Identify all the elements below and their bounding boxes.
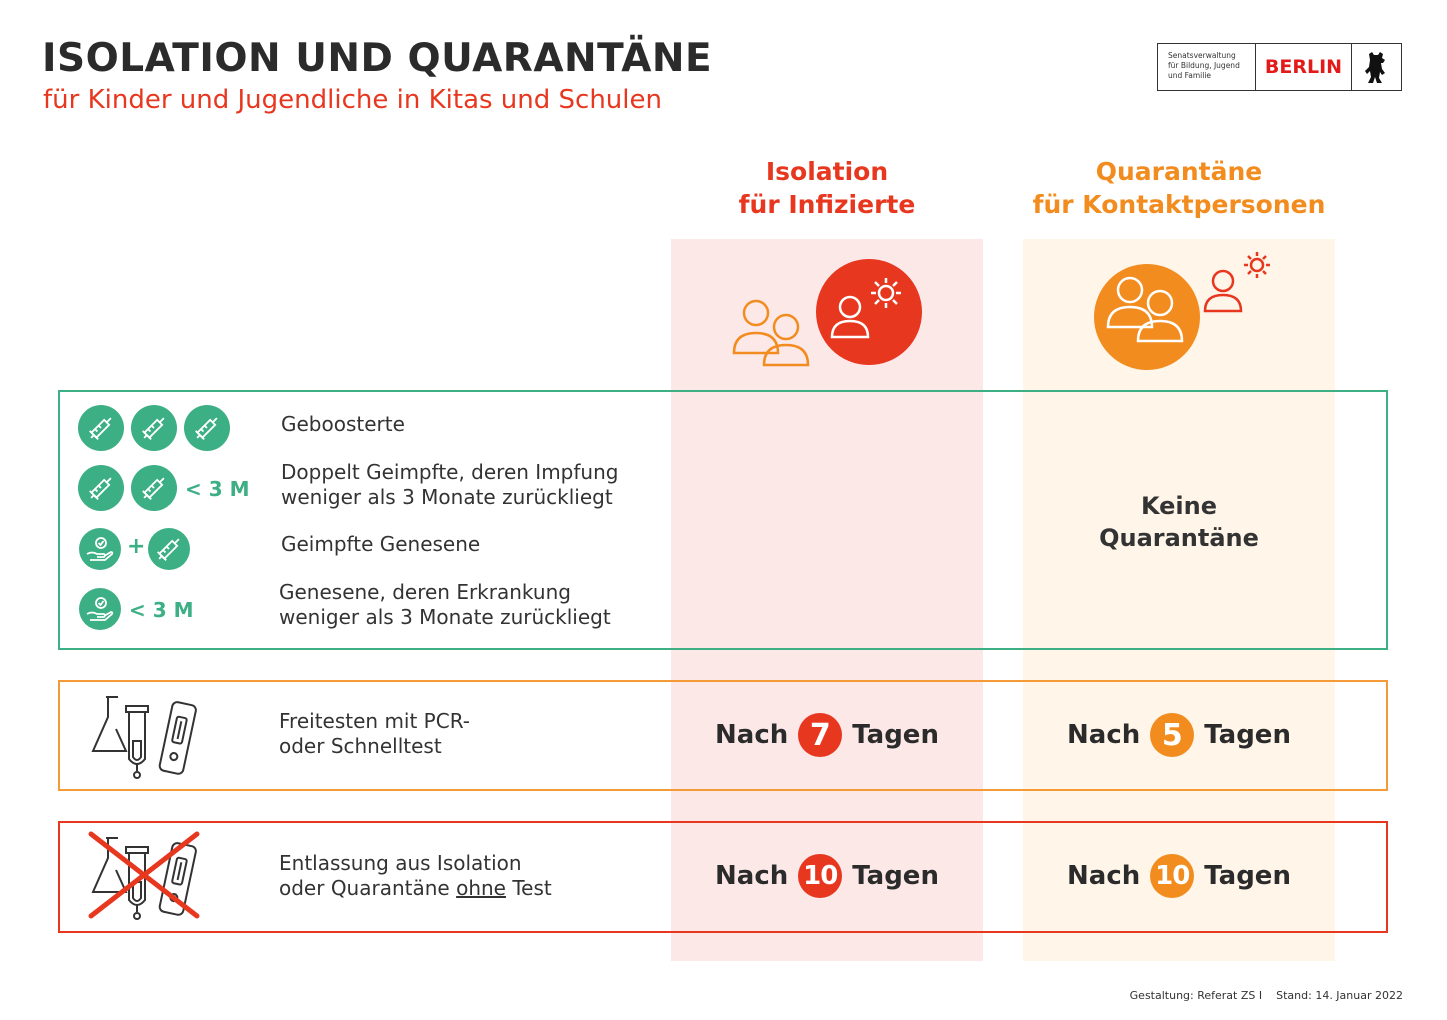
- nach-text: Nach: [715, 861, 789, 891]
- plus-sign: +: [127, 534, 146, 559]
- footer-credit: Gestaltung: Referat ZS I: [1129, 989, 1263, 1002]
- nach-text: Nach: [1067, 720, 1141, 750]
- double-vaccinated-label: Doppelt Geimpfte, deren Impfung weniger …: [281, 460, 618, 510]
- recovered-line1: Genesene, deren Erkrankung: [279, 580, 571, 604]
- no-test-release-label: Entlassung aus Isolation oder Quarantäne…: [279, 851, 552, 901]
- quarantine-no-test-days: Nach 10 Tagen: [1023, 854, 1335, 898]
- isolation-no-test-days: Nach 10 Tagen: [671, 854, 983, 898]
- isolation-header-line1: Isolation: [765, 157, 889, 186]
- tagen-text: Tagen: [852, 720, 939, 750]
- test-release-line1: Freitesten mit PCR-: [279, 709, 471, 733]
- no-test-line2-pre: oder Quarantäne: [279, 876, 450, 900]
- logo-line: für Bildung, Jugend: [1168, 61, 1240, 70]
- no-quarantine-line2: Quarantäne: [1099, 524, 1259, 552]
- test-release-box: [58, 680, 1388, 791]
- test-release-label: Freitesten mit PCR- oder Schnelltest: [279, 709, 470, 759]
- no-test-icon: [88, 831, 200, 920]
- recovered-label: Genesene, deren Erkrankung weniger als 3…: [279, 580, 611, 630]
- days-badge: 10: [798, 854, 843, 898]
- logo-city: BERLIN: [1256, 44, 1352, 90]
- boosted-label: Geboosterte: [281, 412, 405, 436]
- quarantine-header-line1: Quarantäne: [1095, 157, 1263, 186]
- recovered-line2: weniger als 3 Monate zurückliegt: [279, 605, 611, 629]
- tagen-text: Tagen: [852, 861, 939, 891]
- logo-line: Senatsverwaltung: [1168, 51, 1236, 60]
- berlin-logo: Senatsverwaltung für Bildung, Jugend und…: [1157, 43, 1402, 91]
- page-title: ISOLATION UND QUARANTÄNE: [42, 36, 713, 81]
- nach-text: Nach: [715, 720, 789, 750]
- recovered-hand-icon: [79, 588, 121, 630]
- isolation-test-days: Nach 7 Tagen: [671, 713, 983, 757]
- test-release-line2: oder Schnelltest: [279, 734, 442, 758]
- logo-line: und Familie: [1168, 71, 1212, 80]
- less-than-3-months-badge: < 3 M: [185, 477, 250, 501]
- no-test-release-line1: Entlassung aus Isolation: [279, 851, 522, 875]
- no-test-line2-post: Test: [512, 876, 552, 900]
- isolation-column: [671, 239, 983, 961]
- quarantine-column-header: Quarantäne für Kontaktpersonen: [1023, 155, 1335, 221]
- quarantine-column: [1023, 239, 1335, 961]
- double-vaccinated-line2: weniger als 3 Monate zurückliegt: [281, 485, 613, 509]
- isolation-header-line2: für Infizierte: [738, 190, 916, 219]
- ohne-underlined: ohne: [456, 876, 506, 900]
- tagen-text: Tagen: [1204, 720, 1291, 750]
- no-test-release-box: [58, 821, 1388, 933]
- exempt-groups-box: [58, 390, 1388, 650]
- footer: Gestaltung: Referat ZS I Stand: 14. Janu…: [1100, 989, 1403, 1002]
- infected-person-icon: [732, 259, 922, 367]
- quarantine-header-line2: für Kontaktpersonen: [1032, 190, 1326, 219]
- test-kit-icon: [91, 696, 197, 779]
- double-vaccinated-line1: Doppelt Geimpfte, deren Impfung: [281, 460, 619, 484]
- logo-department: Senatsverwaltung für Bildung, Jugend und…: [1158, 44, 1256, 90]
- berlin-bear-icon: [1365, 52, 1385, 83]
- syringe-icon-double: [78, 465, 177, 511]
- no-quarantine-text: Keine Quarantäne: [1023, 490, 1335, 554]
- no-quarantine-line1: Keine: [1140, 492, 1218, 520]
- no-test-release-line2: oder Quarantäne ohne Test: [279, 876, 552, 901]
- recovered-hand-icon: [79, 528, 121, 570]
- tagen-text: Tagen: [1204, 861, 1291, 891]
- syringe-icon: [148, 528, 190, 570]
- contact-person-icon: [1094, 252, 1270, 370]
- vaccinated-recovered-label: Geimpfte Genesene: [281, 532, 481, 556]
- less-than-3-months-badge: < 3 M: [129, 598, 194, 622]
- nach-text: Nach: [1067, 861, 1141, 891]
- page-subtitle: für Kinder und Jugendliche in Kitas und …: [43, 85, 662, 115]
- footer-date: Stand: 14. Januar 2022: [1276, 989, 1403, 1002]
- isolation-column-header: Isolation für Infizierte: [671, 155, 983, 221]
- days-badge: 7: [798, 713, 843, 757]
- days-badge: 5: [1150, 713, 1195, 757]
- quarantine-test-days: Nach 5 Tagen: [1023, 713, 1335, 757]
- days-badge: 10: [1150, 854, 1195, 898]
- syringe-icon-triple: [78, 405, 230, 451]
